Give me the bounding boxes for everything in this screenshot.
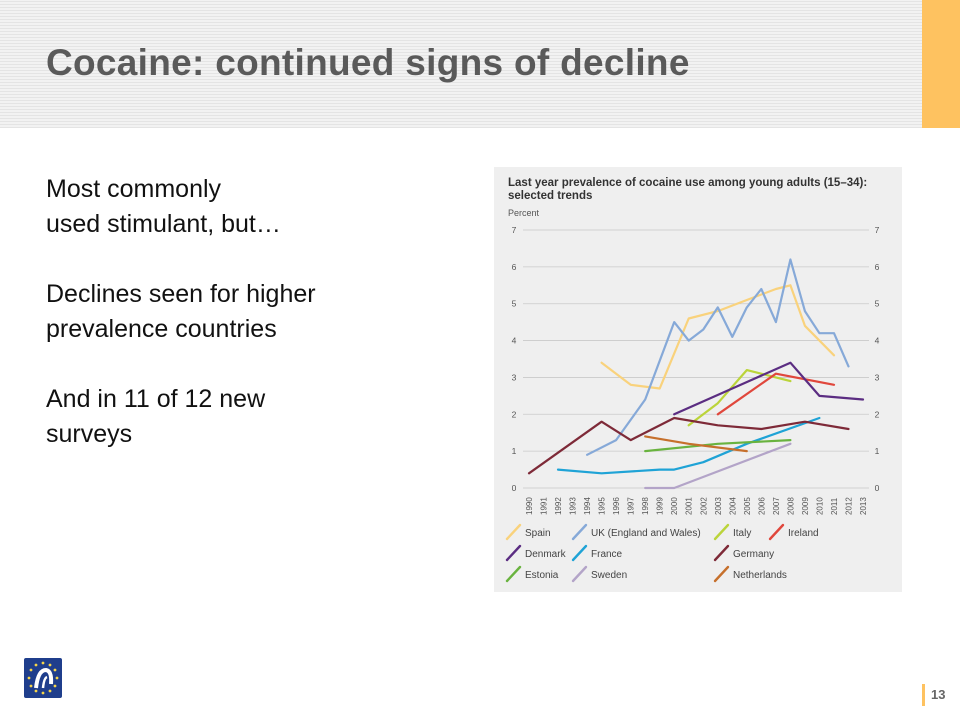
slide-title: Cocaine: continued signs of decline bbox=[46, 42, 690, 83]
page-number-bar bbox=[922, 684, 925, 706]
page-number: 13 bbox=[931, 687, 946, 702]
x-tick-label: 1990 bbox=[525, 497, 534, 515]
bullet-item: Most commonly used stimulant, but… bbox=[46, 175, 281, 238]
emcdda-logo-icon bbox=[27, 661, 59, 695]
series-line-spain bbox=[600, 284, 836, 390]
y-tick-label: 6 bbox=[512, 262, 517, 272]
logo bbox=[24, 658, 62, 698]
y-tick-label: 7 bbox=[512, 225, 517, 235]
y-tick-label-right: 5 bbox=[875, 299, 880, 309]
x-tick-label: 1996 bbox=[612, 497, 621, 515]
x-tick-label: 2013 bbox=[859, 497, 868, 515]
series-line-uk-england-and-wales bbox=[585, 258, 850, 456]
accent-bar bbox=[922, 0, 960, 128]
y-tick-label-right: 1 bbox=[875, 446, 880, 456]
legend-label: Ireland bbox=[788, 528, 819, 539]
y-tick-label-right: 2 bbox=[875, 409, 880, 419]
legend-swatch bbox=[505, 565, 522, 583]
x-tick-label: 1999 bbox=[656, 497, 665, 515]
legend-swatch bbox=[505, 523, 522, 541]
header-band bbox=[0, 0, 922, 128]
series-line-sweden bbox=[644, 442, 792, 490]
legend-label: Italy bbox=[733, 528, 751, 539]
x-tick-label: 2002 bbox=[699, 497, 708, 515]
bullet-item: And in 11 of 12 new surveys bbox=[46, 385, 266, 448]
bullet-item: Declines seen for higher prevalence coun… bbox=[46, 280, 316, 343]
x-tick-label: 2000 bbox=[670, 497, 679, 515]
legend-label: Sweden bbox=[591, 570, 627, 581]
y-tick-label-right: 0 bbox=[875, 483, 880, 493]
x-tick-label: 1997 bbox=[627, 497, 636, 515]
legend-label: Spain bbox=[525, 528, 551, 539]
y-tick-label: 0 bbox=[512, 483, 517, 493]
x-tick-label: 2011 bbox=[830, 497, 839, 515]
y-tick-label-right: 4 bbox=[875, 336, 880, 346]
legend-label: France bbox=[591, 549, 623, 560]
x-tick-label: 2008 bbox=[786, 497, 795, 515]
x-tick-label: 1994 bbox=[583, 497, 592, 515]
series-line-italy bbox=[687, 369, 792, 427]
line-chart: 0 0 1 1 2 2 3 3 4 4 5 5 6 6 7 7 1990 1991 1992 1993 1994 1995… bbox=[505, 225, 880, 583]
series-line-germany bbox=[527, 416, 850, 475]
x-tick-label: 2012 bbox=[844, 497, 853, 515]
x-tick-label: 1995 bbox=[598, 497, 607, 515]
x-tick-label: 1992 bbox=[554, 497, 563, 515]
x-tick-label: 2001 bbox=[685, 497, 694, 515]
y-tick-label-right: 6 bbox=[875, 262, 880, 272]
legend-swatch bbox=[571, 544, 588, 562]
x-tick-label: 2006 bbox=[757, 497, 766, 515]
legend-swatch bbox=[571, 523, 588, 541]
legend-swatch bbox=[713, 523, 730, 541]
legend-label: Netherlands bbox=[733, 570, 787, 581]
x-tick-label: 2007 bbox=[772, 497, 781, 515]
chart-title: Last year prevalence of cocaine use amon… bbox=[508, 177, 868, 202]
x-tick-label: 1993 bbox=[569, 497, 578, 515]
legend-swatch bbox=[713, 565, 730, 583]
y-tick-label: 3 bbox=[512, 372, 517, 382]
legend-label: Estonia bbox=[525, 570, 559, 581]
y-tick-label-right: 7 bbox=[875, 225, 880, 235]
legend-label: Denmark bbox=[525, 549, 567, 560]
x-tick-label: 2003 bbox=[714, 497, 723, 515]
legend-label: Germany bbox=[733, 549, 774, 560]
series-line-france bbox=[556, 416, 821, 475]
legend-swatch bbox=[571, 565, 588, 583]
y-tick-label-right: 3 bbox=[875, 372, 880, 382]
legend-swatch bbox=[505, 544, 522, 562]
x-tick-label: 2010 bbox=[815, 497, 824, 515]
chart-panel: Last year prevalence of cocaine use amon… bbox=[494, 167, 902, 592]
bullet-list: Most commonly used stimulant, but… Decli… bbox=[46, 172, 426, 487]
series-line-ireland bbox=[716, 372, 836, 416]
legend-label: UK (England and Wales) bbox=[591, 528, 701, 539]
legend-swatch bbox=[713, 544, 730, 562]
y-tick-label: 5 bbox=[512, 299, 517, 309]
x-tick-label: 1998 bbox=[641, 497, 650, 515]
series-line-estonia bbox=[644, 439, 792, 453]
y-axis-label: Percent bbox=[508, 208, 540, 218]
y-tick-label: 4 bbox=[512, 336, 517, 346]
legend-swatch bbox=[768, 523, 785, 541]
y-tick-label: 2 bbox=[512, 409, 517, 419]
x-tick-label: 2009 bbox=[801, 497, 810, 515]
x-tick-label: 1991 bbox=[540, 497, 549, 515]
series-line-netherlands bbox=[644, 435, 748, 453]
y-tick-label: 1 bbox=[512, 446, 517, 456]
x-tick-label: 2005 bbox=[743, 497, 752, 515]
series-line-denmark bbox=[673, 361, 865, 416]
x-tick-label: 2004 bbox=[728, 497, 737, 515]
